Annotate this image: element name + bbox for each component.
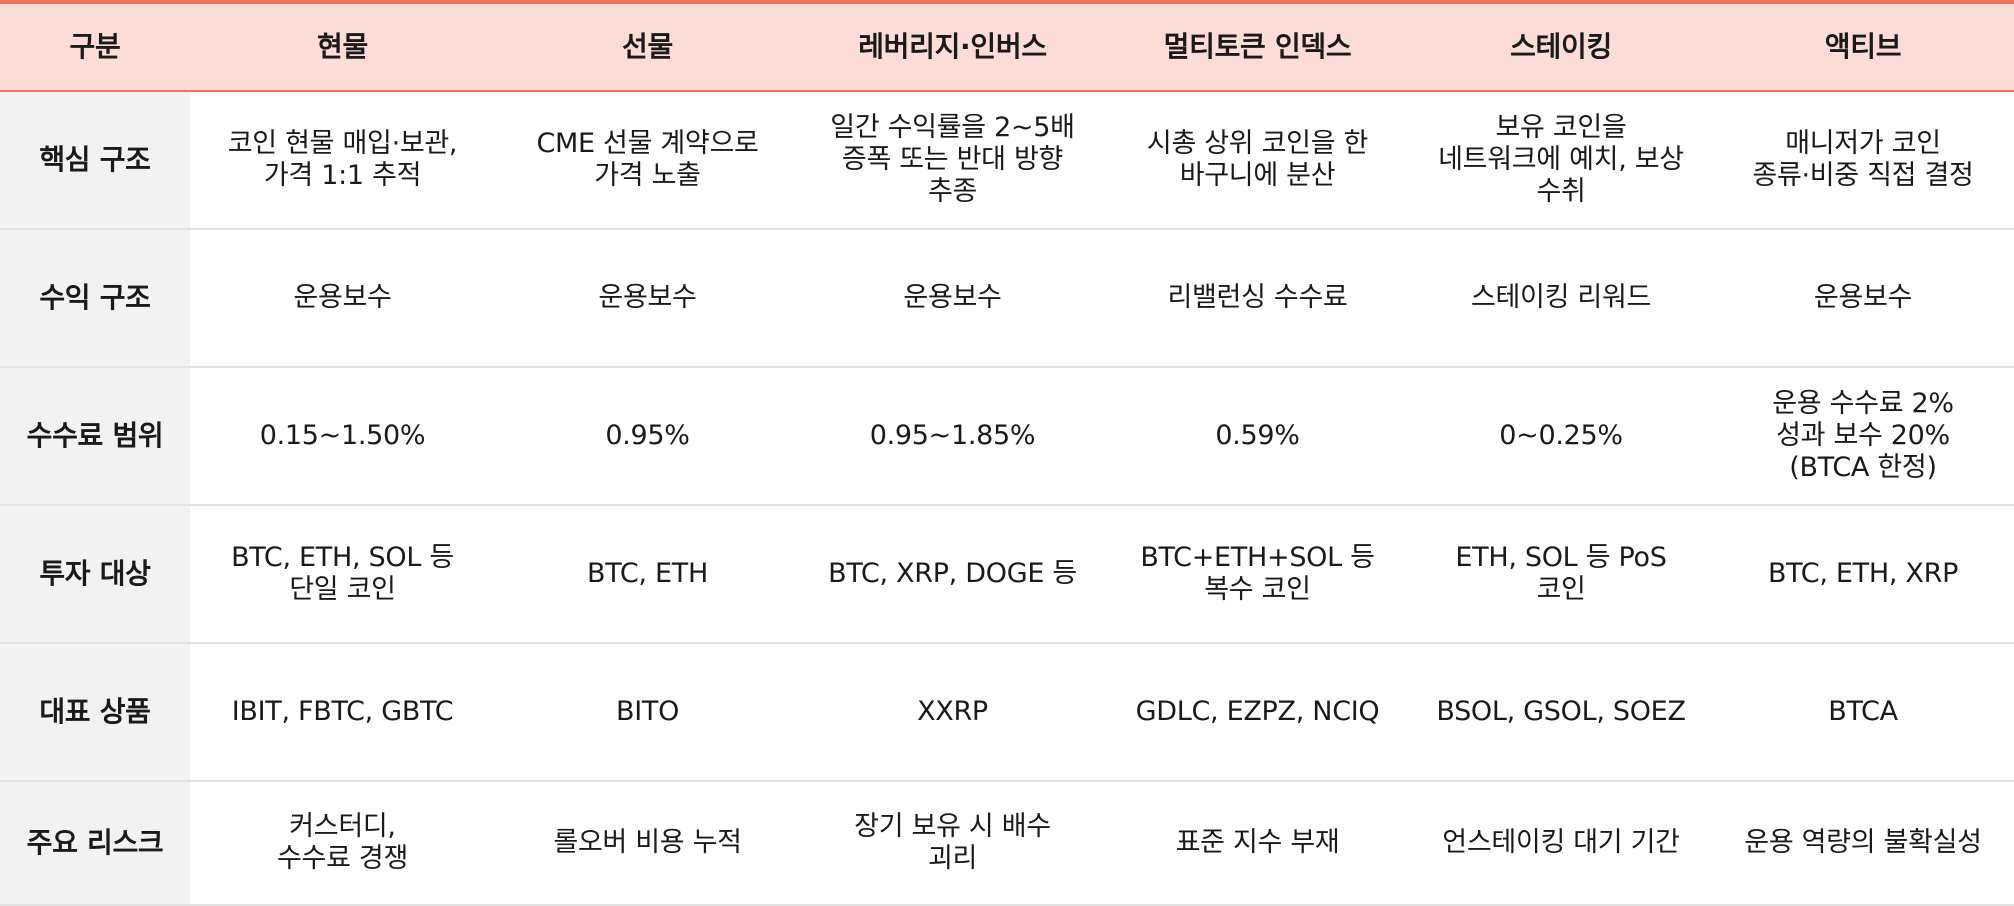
- header-leverage-inverse: 레버리지·인버스: [800, 4, 1105, 92]
- table-cell: 운용보수: [190, 230, 495, 368]
- table-cell: 스테이킹 리워드: [1410, 230, 1712, 368]
- table-cell: 운용보수: [495, 230, 800, 368]
- row-label-investment-target: 투자 대상: [0, 506, 190, 644]
- header-active: 액티브: [1712, 4, 2014, 92]
- table-cell: 커스터디, 수수료 경쟁: [190, 782, 495, 906]
- table-cell: BTC, ETH, SOL 등 단일 코인: [190, 506, 495, 644]
- table-cell: 시총 상위 코인을 한 바구니에 분산: [1105, 92, 1410, 230]
- header-category: 구분: [0, 4, 190, 92]
- table-cell: 롤오버 비용 누적: [495, 782, 800, 906]
- row-label-core-structure: 핵심 구조: [0, 92, 190, 230]
- table-cell: BTC+ETH+SOL 등 복수 코인: [1105, 506, 1410, 644]
- table-cell: BTC, ETH: [495, 506, 800, 644]
- table-cell: 0.15~1.50%: [190, 368, 495, 506]
- table-cell: IBIT, FBTC, GBTC: [190, 644, 495, 782]
- header-spot: 현물: [190, 4, 495, 92]
- table-cell: 0~0.25%: [1410, 368, 1712, 506]
- table-cell: XXRP: [800, 644, 1105, 782]
- table-cell: ETH, SOL 등 PoS 코인: [1410, 506, 1712, 644]
- row-label-fee-range: 수수료 범위: [0, 368, 190, 506]
- row-label-key-risks: 주요 리스크: [0, 782, 190, 906]
- table-cell: 언스테이킹 대기 기간: [1410, 782, 1712, 906]
- table-cell: 운용보수: [1712, 230, 2014, 368]
- table-cell: 일간 수익률을 2~5배 증폭 또는 반대 방향 추종: [800, 92, 1105, 230]
- row-label-revenue-structure: 수익 구조: [0, 230, 190, 368]
- table-cell: BTCA: [1712, 644, 2014, 782]
- table-cell: 운용 역량의 불확실성: [1712, 782, 2014, 906]
- header-futures: 선물: [495, 4, 800, 92]
- table-cell: CME 선물 계약으로 가격 노출: [495, 92, 800, 230]
- table-cell: 장기 보유 시 배수 괴리: [800, 782, 1105, 906]
- table-cell: 0.95%: [495, 368, 800, 506]
- header-staking: 스테이킹: [1410, 4, 1712, 92]
- row-label-representative-products: 대표 상품: [0, 644, 190, 782]
- table-cell: 매니저가 코인 종류·비중 직접 결정: [1712, 92, 2014, 230]
- table-cell: BITO: [495, 644, 800, 782]
- table-cell: BTC, XRP, DOGE 등: [800, 506, 1105, 644]
- table-cell: 운용보수: [800, 230, 1105, 368]
- table-cell: 보유 코인을 네트워크에 예치, 보상 수취: [1410, 92, 1712, 230]
- table-cell: BSOL, GSOL, SOEZ: [1410, 644, 1712, 782]
- table-cell: 운용 수수료 2% 성과 보수 20% (BTCA 한정): [1712, 368, 2014, 506]
- table-cell: 0.95~1.85%: [800, 368, 1105, 506]
- table-cell: 코인 현물 매입·보관, 가격 1:1 추적: [190, 92, 495, 230]
- header-multi-token-index: 멀티토큰 인덱스: [1105, 4, 1410, 92]
- table-cell: BTC, ETH, XRP: [1712, 506, 2014, 644]
- table-cell: GDLC, EZPZ, NCIQ: [1105, 644, 1410, 782]
- table-cell: 표준 지수 부재: [1105, 782, 1410, 906]
- table-cell: 0.59%: [1105, 368, 1410, 506]
- table-cell: 리밸런싱 수수료: [1105, 230, 1410, 368]
